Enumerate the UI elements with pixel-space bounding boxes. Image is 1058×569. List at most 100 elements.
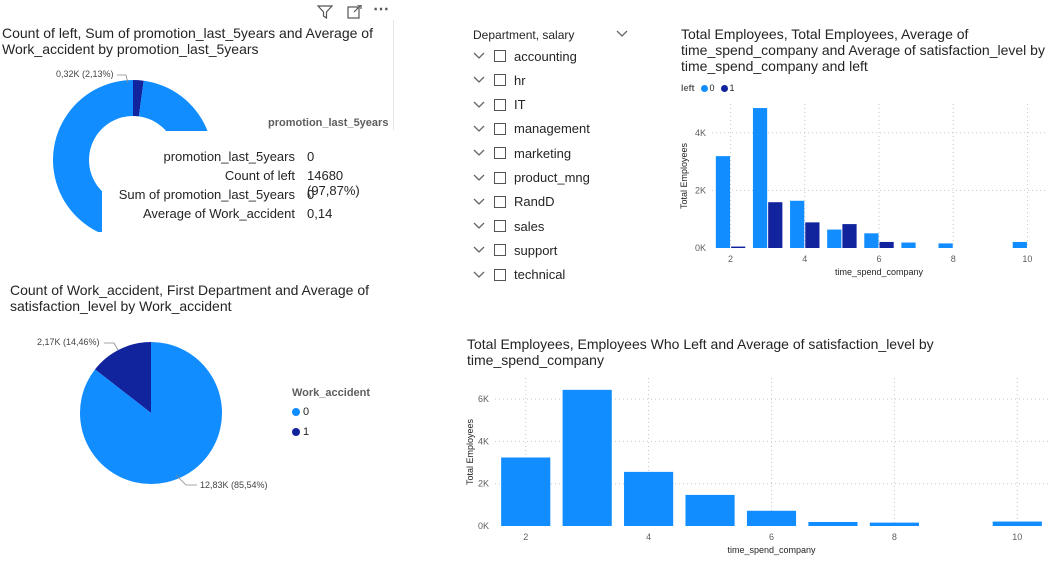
slicer-item-it[interactable]: IT [472,95,526,115]
bar-x3[interactable] [562,389,612,526]
pie-title-line1: Count of Work_accident, First Department… [10,282,370,298]
bar1-chart: 0K 2K 4K 2 4 6 8 10 time_spend_company Total Empl… [679,104,1046,277]
slicer-item-sales[interactable]: sales [472,216,544,236]
checkbox[interactable] [494,171,506,184]
slicer-collapse-chevron-icon[interactable] [615,27,629,45]
bar1-legend-item: 1 [729,83,735,93]
checkbox[interactable] [494,50,506,62]
chevron-down-icon[interactable] [472,219,486,233]
chevron-down-icon[interactable] [472,268,486,282]
pie-small-slice-label: 2,17K (14,46%) [37,337,100,347]
slicer-item-support[interactable]: support [472,240,557,260]
chevron-down-icon[interactable] [472,146,486,160]
clustered-bar-visual[interactable]: Total Employees, Total Employees, Averag… [676,22,1056,282]
x-tick-label: 8 [951,254,956,264]
pie-legend-label: 0 [303,406,310,418]
bar-left-1-x4[interactable] [805,222,820,248]
bar-left-0-x6[interactable] [864,233,879,248]
donut-border [393,20,394,130]
checkbox[interactable] [494,268,506,281]
bar-left-0-x10[interactable] [1012,241,1027,248]
y-axis-title: Total Employees [465,418,475,485]
bar-x7[interactable] [808,521,858,526]
slicer-item-label: technical [514,267,566,283]
x-tick-label: 2 [728,254,733,264]
y-tick-label: 6K [478,394,489,404]
chevron-down-icon[interactable] [472,243,486,257]
bar-left-0-x3[interactable] [752,108,768,248]
x-tick-label: 8 [892,532,897,542]
bar-left-1-x6[interactable] [879,241,894,248]
slicer-item-management[interactable]: management [472,119,590,139]
pie-visual[interactable]: Count of Work_accident, First Department… [0,275,400,567]
chevron-down-icon[interactable] [472,49,486,63]
bar-x8[interactable] [869,522,919,526]
bar1-legend-item: 0 [709,83,715,93]
pie-legend-label: 1 [303,426,310,438]
tooltip-row-value: 0 [307,149,315,164]
pie-slice-0[interactable] [79,342,222,484]
chevron-down-icon[interactable] [472,122,486,136]
donut-slice-1[interactable] [133,80,144,117]
chevron-down-icon[interactable] [472,98,486,112]
bar-x4[interactable] [624,471,674,526]
slicer-item-technical[interactable]: technical [472,265,565,285]
checkbox[interactable] [494,98,506,111]
x-tick-label: 4 [802,254,807,264]
checkbox[interactable] [494,244,506,257]
y-tick-label: 0K [478,521,489,531]
chevron-down-icon[interactable] [472,195,486,209]
bar-x10[interactable] [992,521,1042,526]
focus-mode-icon[interactable] [345,4,363,20]
y-tick-label: 2K [695,185,706,195]
pie-small-label-leader [104,342,119,351]
donut-tooltip: promotion_last_5years 0 Count of left 14… [102,131,398,233]
checkbox[interactable] [494,147,506,160]
chevron-down-icon[interactable] [472,171,486,185]
pie-legend-item-0[interactable]: 0 [292,406,309,418]
slicer-item-accounting[interactable]: accounting [472,46,577,66]
bar-x2[interactable] [501,457,551,526]
checkbox[interactable] [494,195,506,208]
pie-chart [79,342,222,486]
pie-legend-item-1[interactable]: 1 [292,426,309,438]
tooltip-row-value: 0 [307,187,315,202]
bar1-title-line3: time_spend_company and left [681,58,868,74]
donut-title-line2: Work_accident by promotion_last_5years [2,41,259,57]
bar2-chart: 0K 2K 4K 6K 2 4 6 8 10 time_spend_company Total Em… [465,378,1048,555]
y-tick-label: 4K [695,128,706,138]
bar-left-0-x7[interactable] [901,242,916,248]
checkbox[interactable] [494,122,506,135]
slicer-item-product_mng[interactable]: product_mng [472,168,590,188]
checkbox[interactable] [494,220,506,233]
bar-left-0-x5[interactable] [827,229,842,248]
tooltip-row-value: 0,14 [307,206,333,221]
department-salary-slicer[interactable]: Department, salary accounting hr IT managem… [472,22,637,292]
slicer-item-label: accounting [514,48,577,64]
bar2-title-line2: time_spend_company [467,352,604,368]
slicer-item-randd[interactable]: RandD [472,192,554,212]
legend-dot-icon [292,428,300,436]
bar-left-1-x2[interactable] [731,246,746,248]
bar-left-1-x3[interactable] [768,202,783,248]
bar-x5[interactable] [685,494,735,526]
slicer-title: Department, salary [473,28,575,42]
filter-icon[interactable] [316,4,334,20]
pie-slice-1[interactable] [94,342,151,413]
bar-left-0-x8[interactable] [938,243,953,248]
slicer-item-marketing[interactable]: marketing [472,143,571,163]
donut-label-leader [117,74,129,84]
bar-x6[interactable] [746,510,797,526]
slicer-item-label: IT [514,97,526,113]
slicer-item-hr[interactable]: hr [472,70,526,90]
tooltip-row: Sum of promotion_last_5years [118,187,295,202]
y-tick-label: 4K [478,436,489,446]
bar-left-1-x5[interactable] [842,224,857,248]
employees-bar-visual[interactable]: Total Employees, Employees Who Left and … [462,330,1056,567]
bar-left-0-x2[interactable] [715,156,731,248]
chevron-down-icon[interactable] [472,73,486,87]
more-options-icon[interactable]: ⋯ [373,1,389,18]
bar-left-0-x4[interactable] [790,200,805,248]
checkbox[interactable] [494,74,506,87]
pie-legend-title: Work_accident [292,387,371,399]
